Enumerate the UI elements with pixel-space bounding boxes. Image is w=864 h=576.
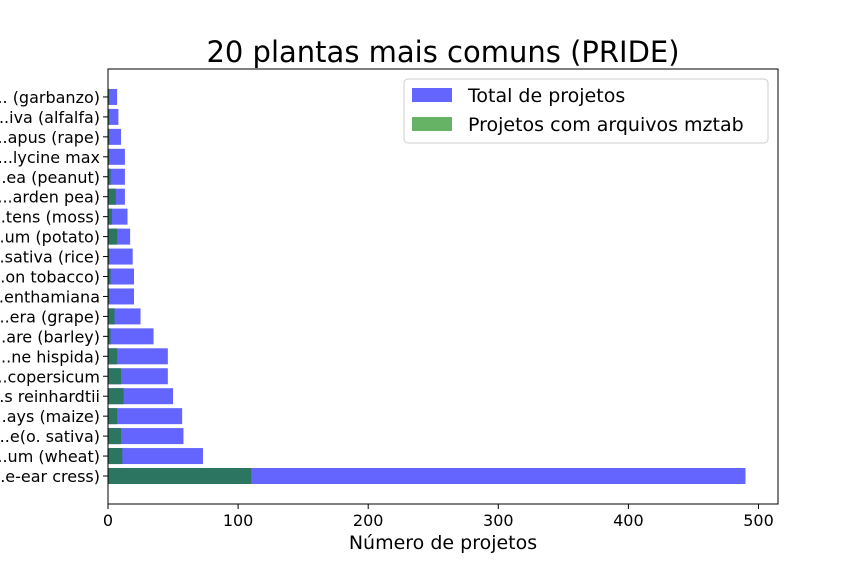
- bar-total-11: [108, 248, 133, 265]
- bars-group: [108, 88, 746, 484]
- bar-total-13: [108, 208, 128, 225]
- bar-total-6: [108, 348, 168, 365]
- y-tick-label: ...on tobacco): [0, 268, 100, 287]
- bar-mztab-6: [108, 348, 118, 365]
- bar-total-17: [108, 128, 122, 145]
- bar-mztab-7: [108, 328, 111, 345]
- x-axis-label: Número de projetos: [349, 532, 537, 554]
- y-tick-label: ...copersicum: [0, 367, 100, 386]
- bar-mztab-18: [108, 108, 110, 125]
- y-axis: ...e-ear cress)...um (wheat)...e(o. sati…: [0, 88, 108, 486]
- x-tick-label: 200: [353, 511, 384, 530]
- bar-mztab-2: [108, 428, 122, 445]
- x-tick-label: 300: [483, 511, 514, 530]
- bar-total-16: [108, 148, 125, 165]
- y-tick-label: ...arden pea): [0, 188, 100, 207]
- bar-mztab-11: [108, 248, 110, 265]
- x-tick-label: 400: [613, 511, 644, 530]
- bar-total-3: [108, 408, 183, 425]
- bar-mztab-16: [108, 148, 110, 165]
- legend-label-mztab: Projetos com arquivos mztab: [468, 114, 744, 136]
- y-tick-label: ...tens (moss): [0, 208, 100, 227]
- y-tick-label: ...e-ear cress): [0, 467, 100, 486]
- bar-total-5: [108, 368, 168, 385]
- y-tick-label: ...lycine max: [0, 148, 100, 167]
- y-tick-label: ...e(o. sativa): [0, 427, 100, 446]
- bar-mztab-17: [108, 128, 110, 145]
- y-tick-label: ...are (barley): [0, 327, 100, 346]
- bar-mztab-1: [108, 448, 123, 465]
- bar-total-1: [108, 448, 203, 465]
- bar-total-7: [108, 328, 154, 345]
- bar-mztab-10: [108, 268, 111, 285]
- x-tick-label: 500: [743, 511, 774, 530]
- bar-mztab-8: [108, 308, 115, 325]
- bar-mztab-9: [108, 288, 110, 305]
- y-tick-label: ...ays (maize): [0, 407, 100, 426]
- legend-box: [403, 78, 769, 144]
- bar-mztab-0: [108, 468, 252, 484]
- legend-swatch-total: [412, 88, 452, 102]
- bar-mztab-19: [108, 88, 110, 105]
- y-tick-label: ...ne hispida): [0, 347, 100, 366]
- x-tick-label: 0: [103, 511, 113, 530]
- y-tick-label: ... (garbanzo): [0, 88, 100, 107]
- bar-mztab-13: [108, 208, 112, 225]
- y-tick-label: ...um (wheat): [0, 447, 100, 466]
- bar-mztab-12: [108, 228, 118, 245]
- bar-mztab-4: [108, 388, 124, 405]
- legend-swatch-mztab: [412, 117, 452, 131]
- y-tick-label: ...s reinhardtii: [0, 387, 100, 406]
- bar-total-9: [108, 288, 135, 305]
- y-tick-label: ...sativa (rice): [0, 248, 100, 267]
- bar-total-10: [108, 268, 135, 285]
- legend: Total de projetos Projetos com arquivos …: [403, 78, 769, 144]
- bar-total-8: [108, 308, 141, 325]
- chart-title: 20 plantas mais comuns (PRIDE): [206, 35, 679, 69]
- bar-mztab-14: [108, 188, 116, 205]
- x-axis: 0 100 200 300 400 500: [103, 504, 774, 530]
- bar-total-4: [108, 388, 174, 405]
- y-tick-label: ...apus (rape): [0, 128, 100, 147]
- y-tick-label: ...iva (alfalfa): [0, 108, 100, 127]
- x-tick-label: 100: [223, 511, 254, 530]
- bar-total-19: [108, 88, 118, 105]
- bar-total-2: [108, 428, 184, 445]
- y-tick-label: ...ea (peanut): [0, 168, 100, 187]
- bar-total-18: [108, 108, 119, 125]
- plot-frame: [107, 68, 779, 505]
- bar-total-0: [108, 468, 746, 484]
- legend-label-total: Total de projetos: [467, 85, 625, 107]
- y-tick-label: ...era (grape): [0, 307, 100, 326]
- bar-mztab-5: [108, 368, 122, 385]
- bar-mztab-3: [108, 408, 118, 425]
- y-tick-label: ...um (potato): [0, 228, 100, 247]
- bar-total-15: [108, 168, 125, 185]
- bar-mztab-15: [108, 168, 111, 185]
- y-tick-label: ...enthamiana: [0, 287, 100, 306]
